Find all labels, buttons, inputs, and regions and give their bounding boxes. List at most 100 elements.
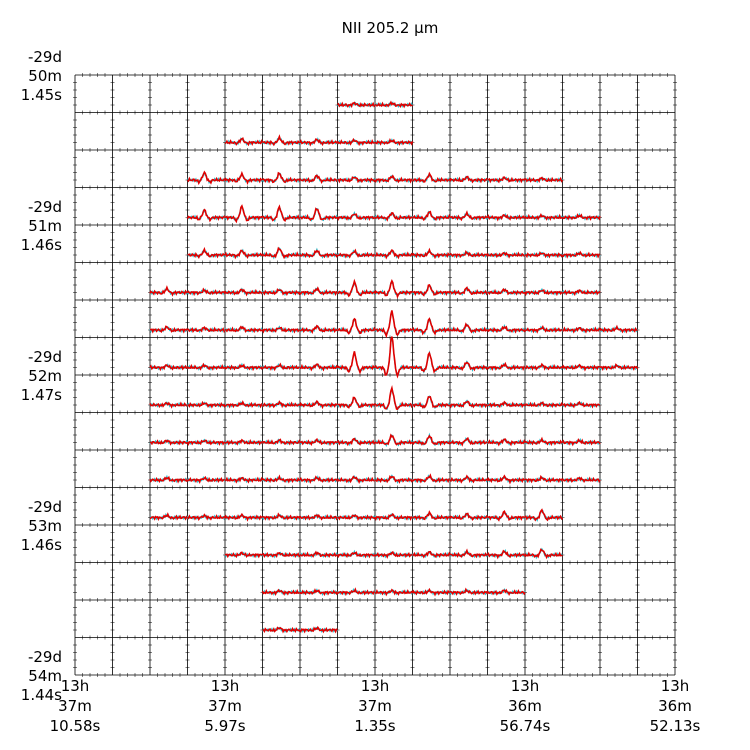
observed-spectrum — [299, 324, 339, 334]
observed-spectrum — [336, 213, 376, 221]
observed-spectrum — [224, 400, 263, 409]
observed-spectrum — [524, 213, 563, 221]
observed-spectrum — [261, 246, 301, 260]
x-tick-label: 5.97s — [204, 717, 245, 735]
observed-spectrum — [336, 101, 376, 109]
observed-spectrum — [562, 326, 601, 334]
observed-spectrum — [449, 474, 488, 484]
x-tick-label: 52.13s — [650, 717, 701, 735]
observed-spectrum — [186, 208, 226, 223]
observed-spectrum — [149, 364, 188, 372]
observed-spectrum — [487, 361, 526, 371]
y-tick-label: 54m — [28, 667, 62, 685]
observed-spectrum — [449, 400, 488, 409]
observed-spectrum — [374, 174, 413, 184]
observed-spectrum — [412, 171, 451, 183]
observed-spectrum — [224, 476, 264, 484]
observed-spectrum — [524, 401, 564, 409]
observed-spectrum — [186, 362, 226, 371]
observed-spectrum — [299, 625, 338, 634]
observed-spectrum — [224, 325, 263, 334]
observed-spectrum — [561, 250, 601, 259]
x-tick-label: 1.35s — [354, 717, 395, 735]
observed-spectrum — [336, 317, 376, 335]
observed-spectrum — [524, 474, 564, 484]
observed-spectrum — [299, 249, 339, 259]
x-tick-label: 13h — [511, 677, 540, 695]
observed-spectrum — [299, 437, 338, 447]
y-tick-label: 1.46s — [21, 236, 62, 254]
observed-spectrum — [449, 512, 489, 521]
observed-spectrum — [262, 400, 301, 409]
observed-spectrum — [149, 439, 188, 446]
y-tick-label: -29d — [28, 648, 62, 666]
observed-spectrum — [299, 550, 338, 558]
observed-spectrum — [262, 204, 301, 223]
observed-spectrum — [336, 475, 376, 485]
observed-spectrum — [412, 550, 451, 559]
observed-spectrum — [262, 512, 301, 521]
x-tick-label: 13h — [661, 677, 690, 695]
observed-spectrum — [299, 588, 339, 597]
observed-spectrum — [411, 317, 450, 336]
observed-spectrum — [299, 399, 339, 410]
observed-spectrum — [487, 287, 525, 296]
y-tick-label: 52m — [28, 367, 62, 385]
observed-spectrum — [411, 210, 451, 222]
observed-spectrum — [412, 510, 451, 521]
observed-spectrum — [261, 474, 301, 484]
x-tick-label: 37m — [358, 697, 392, 715]
observed-spectrum — [374, 475, 414, 484]
observed-spectrum — [449, 436, 488, 447]
observed-spectrum — [337, 396, 376, 409]
observed-spectrum — [449, 548, 488, 559]
observed-spectrum — [524, 362, 563, 371]
y-tick-label: 1.45s — [21, 86, 62, 104]
observed-spectrum — [374, 433, 413, 446]
observed-spectrum — [486, 325, 526, 334]
y-tick-label: 1.46s — [21, 536, 62, 554]
observed-spectrum — [487, 438, 526, 447]
observed-spectrum — [374, 137, 414, 146]
observed-spectrum — [449, 175, 489, 184]
observed-spectrum — [449, 286, 489, 296]
observed-spectrum — [374, 310, 413, 339]
x-tick-label: 37m — [208, 697, 242, 715]
observed-spectrum — [412, 395, 451, 409]
observed-spectrum — [299, 475, 339, 484]
observed-spectrum — [411, 351, 451, 374]
observed-spectrum — [487, 509, 526, 522]
observed-spectrum — [411, 434, 451, 447]
observed-spectrum — [486, 251, 526, 259]
observed-spectrum — [299, 174, 339, 185]
observed-spectrum — [374, 278, 414, 299]
observed-spectrum — [374, 385, 414, 410]
observed-spectrum — [562, 400, 601, 409]
observed-spectrum — [187, 326, 226, 334]
observed-spectrum — [261, 326, 301, 334]
observed-spectrum — [487, 176, 526, 184]
observed-spectrum — [262, 551, 301, 559]
observed-spectrum — [337, 514, 376, 521]
observed-spectrum — [374, 212, 414, 222]
y-tick-label: -29d — [28, 498, 62, 516]
observed-spectrum — [299, 363, 339, 372]
y-tick-label: -29d — [28, 348, 62, 366]
observed-spectrum — [149, 512, 188, 521]
observed-spectrum — [261, 362, 301, 372]
x-tick-label: 36m — [658, 697, 692, 715]
cell-grid — [74, 74, 676, 676]
observed-spectrum — [374, 588, 413, 597]
observed-spectrum — [561, 438, 601, 447]
observed-spectrum — [412, 473, 451, 484]
x-tick-label: 36m — [508, 697, 542, 715]
observed-spectrum — [187, 513, 226, 522]
observed-spectrum — [299, 513, 339, 521]
observed-spectrum — [600, 363, 639, 371]
observed-spectrum — [449, 249, 489, 259]
observed-spectrum — [524, 508, 564, 522]
observed-spectrum — [224, 363, 264, 372]
observed-spectrum — [449, 210, 488, 222]
observed-spectrum — [486, 588, 526, 596]
